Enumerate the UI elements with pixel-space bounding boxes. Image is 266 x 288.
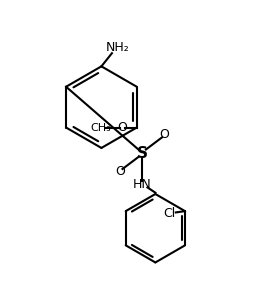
Text: O: O	[160, 128, 169, 141]
Text: O: O	[117, 121, 127, 134]
Text: NH₂: NH₂	[105, 41, 129, 54]
Text: CH₃: CH₃	[91, 123, 111, 132]
Text: Cl: Cl	[163, 207, 175, 220]
Text: O: O	[115, 165, 125, 178]
Text: S: S	[137, 146, 148, 161]
Text: HN: HN	[133, 178, 152, 191]
